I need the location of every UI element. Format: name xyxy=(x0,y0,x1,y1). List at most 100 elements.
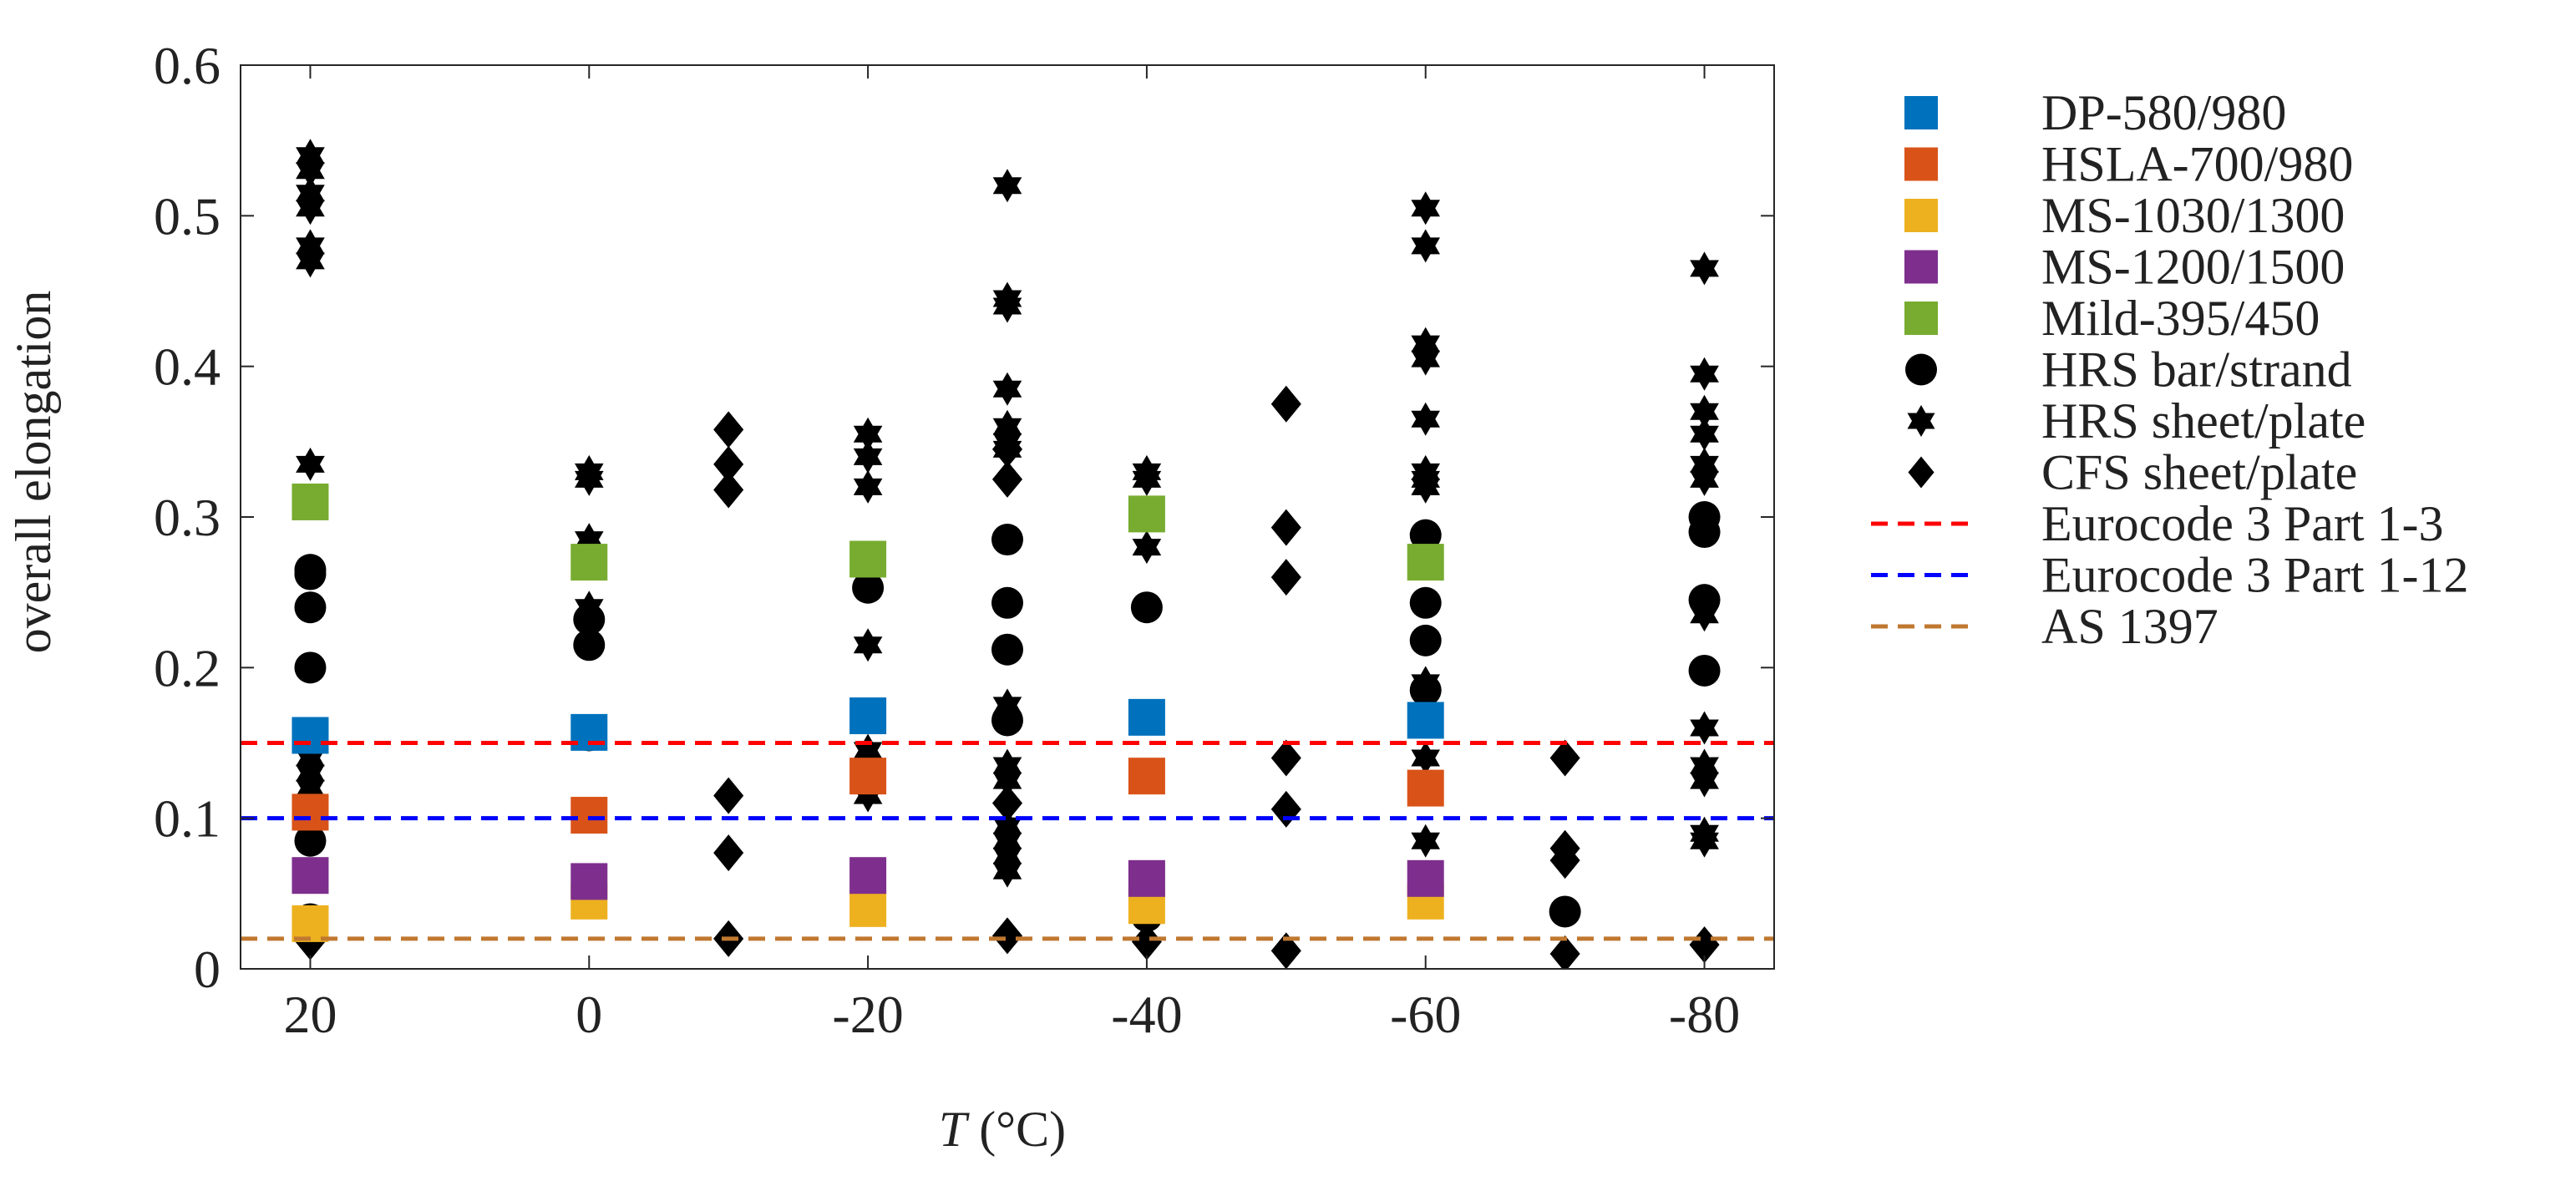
point-cfs-sheet-plate xyxy=(991,917,1023,955)
point-hrs-bar-strand xyxy=(1409,586,1442,619)
point-ms-1200-1500 xyxy=(1407,859,1444,897)
point-hrs-bar-strand xyxy=(294,824,327,857)
point-ms-1030-1300 xyxy=(849,890,887,927)
point-hrs-sheet-plate xyxy=(1411,824,1440,858)
legend-label: Eurocode 3 Part 1-3 xyxy=(2041,496,2444,551)
point-mild-395-450 xyxy=(1407,544,1444,581)
point-hrs-sheet-plate xyxy=(296,447,325,481)
point-hsla-700-980 xyxy=(849,758,887,795)
x-axis-label-unit: (°C) xyxy=(966,1102,1066,1157)
y-tick-label: 0.5 xyxy=(154,186,221,246)
legend-label: CFS sheet/plate xyxy=(2041,445,2357,500)
point-hrs-sheet-plate xyxy=(1411,191,1440,226)
y-tick-label: 0.1 xyxy=(154,789,221,849)
legend-label: Eurocode 3 Part 1-12 xyxy=(2041,548,2469,603)
point-cfs-sheet-plate xyxy=(1270,790,1301,828)
point-hrs-sheet-plate xyxy=(1411,402,1440,436)
point-hrs-bar-strand xyxy=(1409,624,1442,656)
point-hrs-bar-strand xyxy=(991,633,1023,666)
point-dp-580-980 xyxy=(1128,698,1165,736)
point-dp-580-980 xyxy=(570,713,608,751)
point-mild-395-450 xyxy=(292,483,329,520)
point-ms-1200-1500 xyxy=(1128,859,1165,897)
axes: 0 0.1 0.2 0.3 0.4 0.5 0.6 20 0 -20 -40 -60 -80 xyxy=(154,36,1775,1044)
point-hrs-sheet-plate xyxy=(853,417,883,451)
y-tick-label: 0.3 xyxy=(154,488,221,547)
point-cfs-sheet-plate xyxy=(1549,935,1580,969)
point-hrs-sheet-plate xyxy=(1132,462,1162,496)
point-hrs-sheet-plate xyxy=(1690,417,1719,451)
legend-item-hrs-sheet-plate: HRS sheet/plate xyxy=(1907,393,2366,449)
point-hrs-bar-strand xyxy=(294,558,327,590)
point-hsla-700-980 xyxy=(570,797,608,834)
point-hrs-sheet-plate xyxy=(992,854,1022,888)
legend: DP-580/980HSLA-700/980MS-1030/1300MS-120… xyxy=(1871,85,2469,654)
legend-marker xyxy=(1905,353,1937,386)
point-cfs-sheet-plate xyxy=(1270,385,1301,423)
legend-marker xyxy=(1904,96,1938,129)
legend-marker xyxy=(1904,199,1938,232)
point-hsla-700-980 xyxy=(1407,769,1444,807)
point-hrs-bar-strand xyxy=(573,629,606,661)
legend-marker xyxy=(1904,302,1938,335)
point-hrs-sheet-plate xyxy=(1411,229,1440,263)
legend-label: Mild-395/450 xyxy=(2041,291,2320,346)
point-cfs-sheet-plate xyxy=(1270,509,1301,546)
point-hrs-sheet-plate xyxy=(1690,462,1719,496)
legend-label: HSLA-700/980 xyxy=(2041,137,2353,192)
legend-item-dp-580-980: DP-580/980 xyxy=(1904,85,2286,140)
legend-item-eurocode-3-part-1-3: Eurocode 3 Part 1-3 xyxy=(1871,496,2444,551)
point-hrs-sheet-plate xyxy=(1690,711,1719,745)
legend-label: MS-1030/1300 xyxy=(2041,188,2345,243)
point-hrs-bar-strand xyxy=(294,591,327,624)
point-hrs-sheet-plate xyxy=(296,154,325,188)
point-hrs-sheet-plate xyxy=(575,590,604,625)
point-hrs-sheet-plate xyxy=(1411,342,1440,376)
point-hrs-sheet-plate xyxy=(575,523,604,557)
point-hrs-bar-strand xyxy=(1688,516,1721,549)
point-cfs-sheet-plate xyxy=(1270,559,1301,596)
point-hrs-sheet-plate xyxy=(992,289,1022,323)
point-hrs-sheet-plate xyxy=(1690,598,1719,632)
point-hrs-sheet-plate xyxy=(296,244,325,278)
y-tick-label: 0.4 xyxy=(154,337,221,397)
point-cfs-sheet-plate xyxy=(713,777,744,814)
point-cfs-sheet-plate xyxy=(1549,739,1580,777)
point-hrs-sheet-plate xyxy=(1690,394,1719,428)
y-tick-label: 0.2 xyxy=(154,638,221,697)
point-dp-580-980 xyxy=(1407,702,1444,739)
y-tick-label: 0.6 xyxy=(154,36,221,95)
point-ms-1200-1500 xyxy=(570,863,608,900)
point-hrs-sheet-plate xyxy=(1411,469,1440,504)
point-hrs-sheet-plate xyxy=(1690,824,1719,858)
legend-label: AS 1397 xyxy=(2041,599,2219,654)
point-cfs-sheet-plate xyxy=(713,471,744,509)
plot-area xyxy=(241,139,1774,969)
legend-label: HRS bar/strand xyxy=(2041,342,2352,398)
x-tick-label: 20 xyxy=(283,985,337,1044)
point-dp-580-980 xyxy=(292,717,329,754)
legend-label: HRS sheet/plate xyxy=(2041,393,2366,449)
point-hrs-sheet-plate xyxy=(1411,666,1440,700)
legend-item-ms-1200-1500: MS-1200/1500 xyxy=(1904,240,2345,295)
point-hrs-sheet-plate xyxy=(1690,357,1719,391)
x-tick-label: -20 xyxy=(832,985,903,1044)
point-hrs-bar-strand xyxy=(991,586,1023,619)
point-cfs-sheet-plate xyxy=(991,460,1023,498)
point-hrs-bar-strand xyxy=(1130,591,1163,624)
point-hrs-bar-strand xyxy=(1688,654,1721,687)
legend-item-hrs-bar-strand: HRS bar/strand xyxy=(1905,342,2352,398)
point-cfs-sheet-plate xyxy=(1689,926,1720,964)
point-hsla-700-980 xyxy=(292,793,329,831)
point-cfs-sheet-plate xyxy=(713,834,744,872)
point-hrs-bar-strand xyxy=(991,524,1023,556)
point-cfs-sheet-plate xyxy=(1270,739,1301,777)
point-hrs-sheet-plate xyxy=(1132,530,1162,565)
legend-item-as-1397: AS 1397 xyxy=(1871,599,2219,654)
point-ms-1200-1500 xyxy=(292,857,329,895)
x-tick-label: -80 xyxy=(1669,985,1740,1044)
legend-item-cfs-sheet-plate: CFS sheet/plate xyxy=(1908,445,2357,500)
point-cfs-sheet-plate xyxy=(1549,842,1580,879)
y-axis-label: overall elongation xyxy=(6,291,61,654)
y-tick-label: 0 xyxy=(194,940,221,999)
